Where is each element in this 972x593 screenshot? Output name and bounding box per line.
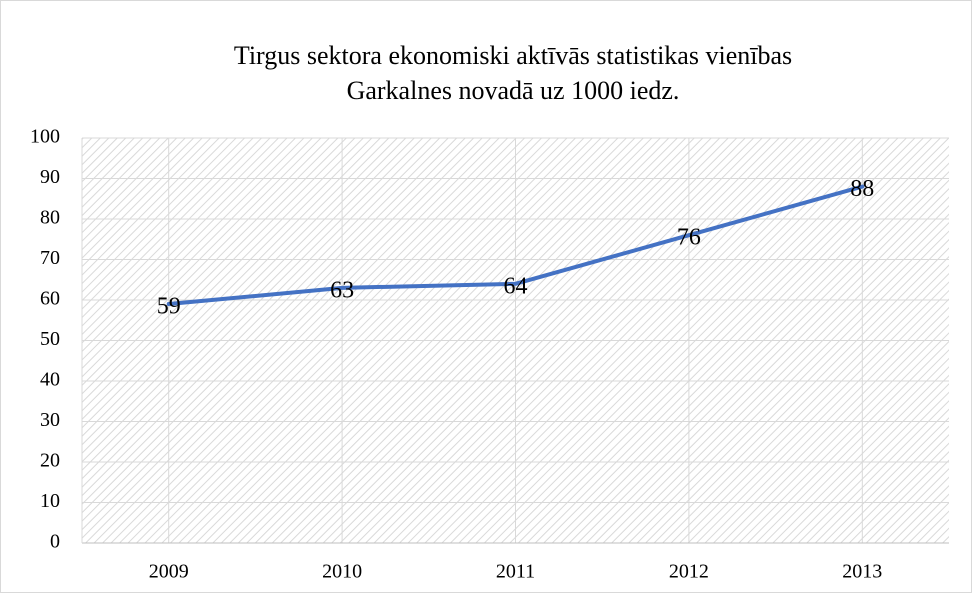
data-label: 64	[504, 273, 528, 299]
x-tick-label: 2009	[149, 561, 189, 583]
data-label: 88	[850, 176, 874, 202]
y-tick-label: 60	[40, 288, 60, 310]
y-tick-label: 90	[40, 166, 60, 188]
line-series	[166, 184, 865, 307]
data-label: 59	[157, 294, 181, 320]
data-label: 76	[677, 225, 701, 251]
y-tick-label: 30	[40, 409, 60, 431]
x-tick-label: 2012	[669, 561, 709, 583]
y-tick-label: 50	[40, 328, 60, 350]
y-tick-label: 40	[40, 369, 60, 391]
y-tick-label: 0	[50, 531, 60, 553]
y-tick-label: 10	[40, 490, 60, 512]
y-tick-label: 80	[40, 207, 60, 229]
y-tick-label: 100	[30, 126, 60, 148]
chart-title: Tirgus sektora ekonomiski aktīvās statis…	[234, 41, 792, 70]
x-tick-label: 2010	[322, 561, 362, 583]
y-tick-label: 70	[40, 247, 60, 269]
data-label: 63	[330, 277, 354, 303]
chart-title: Garkalnes novadā uz 1000 iedz.	[347, 76, 680, 105]
y-tick-label: 20	[40, 450, 60, 472]
x-tick-label: 2013	[842, 561, 882, 583]
x-tick-label: 2011	[496, 561, 535, 583]
